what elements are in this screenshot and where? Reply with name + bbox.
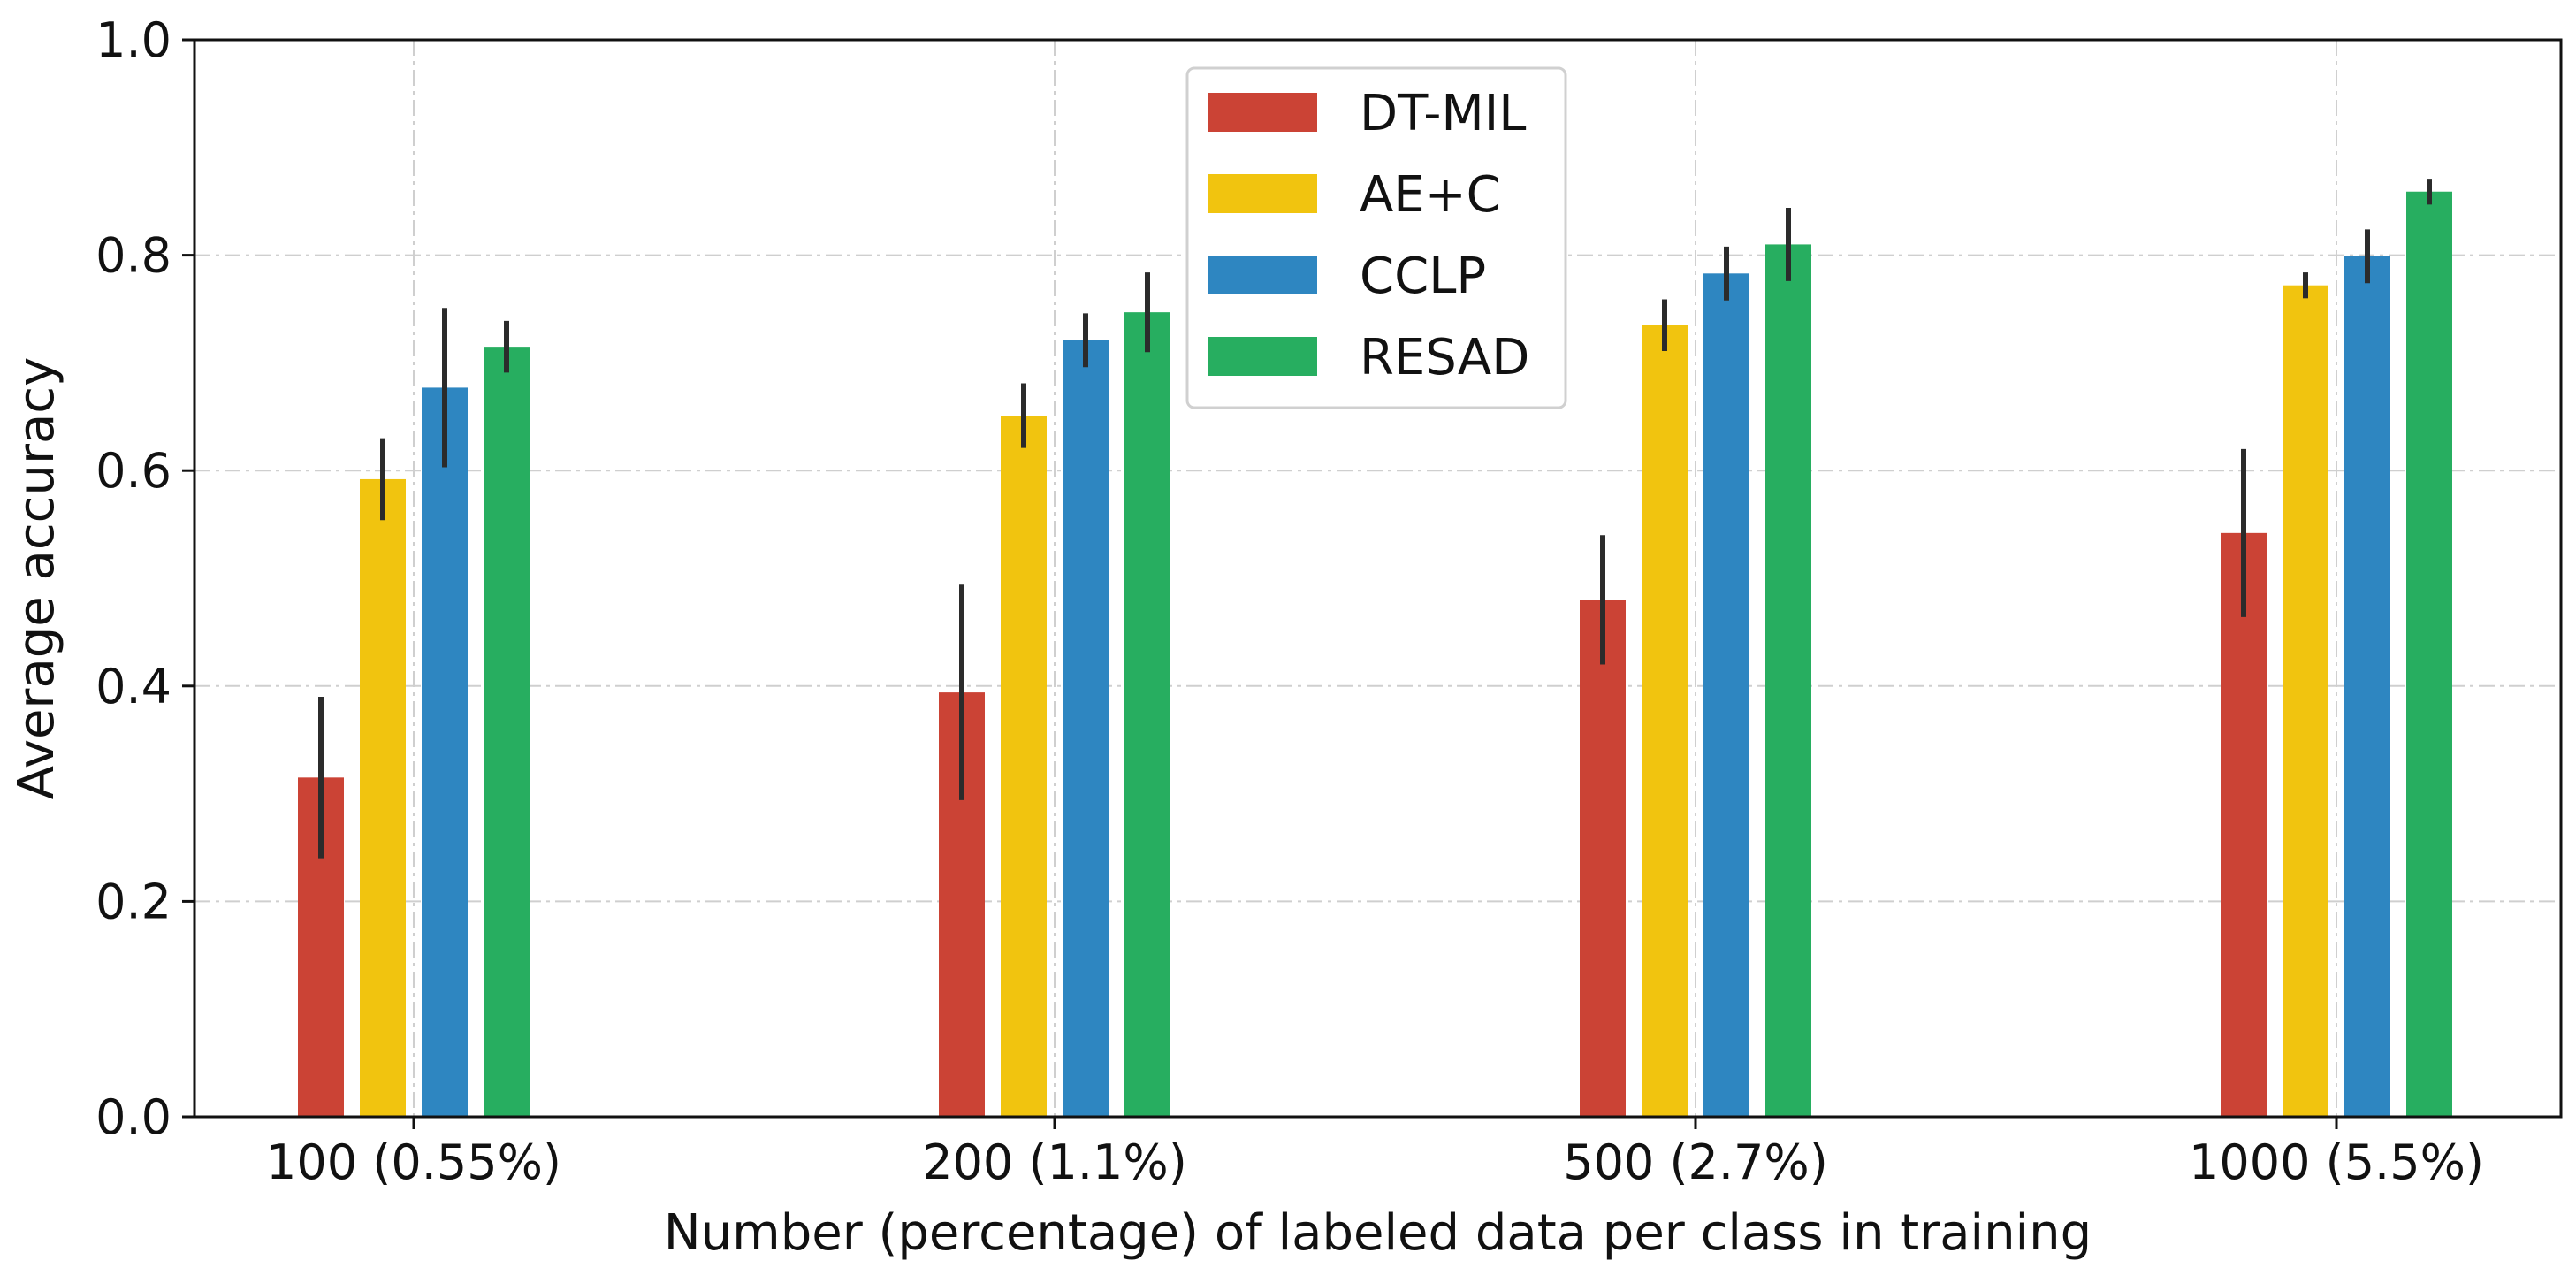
bar-ae-c <box>360 478 406 1117</box>
x-tick-label: 500 (2.7%) <box>1563 1134 1828 1190</box>
legend-swatch <box>1208 337 1317 376</box>
axis-ticks: 0.0 0.2 0.4 0.6 0.8 1.0 100 (0.55%) 200 (1.1%) 5… <box>95 12 2484 1190</box>
bar-dt-mil <box>2221 532 2267 1117</box>
bar-ae-c <box>1001 416 1047 1117</box>
bar-ae-c <box>1642 325 1688 1117</box>
y-tick-label: 1.0 <box>95 12 171 68</box>
y-tick-label: 0.4 <box>95 659 171 714</box>
x-tick-label: 1000 (5.5%) <box>2189 1134 2484 1190</box>
bar-resad <box>2406 191 2452 1117</box>
x-tick-label: 200 (1.1%) <box>922 1134 1187 1190</box>
legend-label: AE+C <box>1360 166 1501 224</box>
legend-label: DT-MIL <box>1360 85 1526 142</box>
legend: DT-MIL AE+C CCLP RESAD <box>1185 66 1567 409</box>
bar-resad <box>1124 312 1170 1117</box>
legend-frame <box>1185 66 1567 409</box>
bar-ae-c <box>2283 285 2328 1118</box>
legend-swatch <box>1208 174 1317 213</box>
x-axis-title: Number (percentage) of labeled data per … <box>664 1204 2092 1262</box>
y-tick-label: 0.2 <box>95 874 171 929</box>
legend-label: RESAD <box>1360 329 1529 386</box>
bar-cclp <box>1703 273 1749 1117</box>
bar-cclp <box>2344 256 2390 1117</box>
bar-dt-mil <box>1580 600 1626 1117</box>
bar-resad <box>1765 244 1811 1117</box>
error-bars <box>318 179 2432 859</box>
plot-frame <box>193 38 2563 1119</box>
legend-swatch <box>1208 93 1317 132</box>
legend-swatch <box>1208 256 1317 294</box>
x-tick-label: 100 (0.55%) <box>266 1134 561 1190</box>
bars <box>298 191 2452 1118</box>
y-tick-label: 0.0 <box>95 1089 171 1145</box>
y-tick-label: 0.6 <box>95 443 171 499</box>
bar-cclp <box>1063 340 1109 1117</box>
bar-cclp <box>422 387 468 1117</box>
legend-label: CCLP <box>1360 248 1486 305</box>
y-axis-title: Average accuracy <box>8 357 65 799</box>
bar-resad <box>484 347 530 1117</box>
y-tick-label: 0.8 <box>95 228 171 284</box>
